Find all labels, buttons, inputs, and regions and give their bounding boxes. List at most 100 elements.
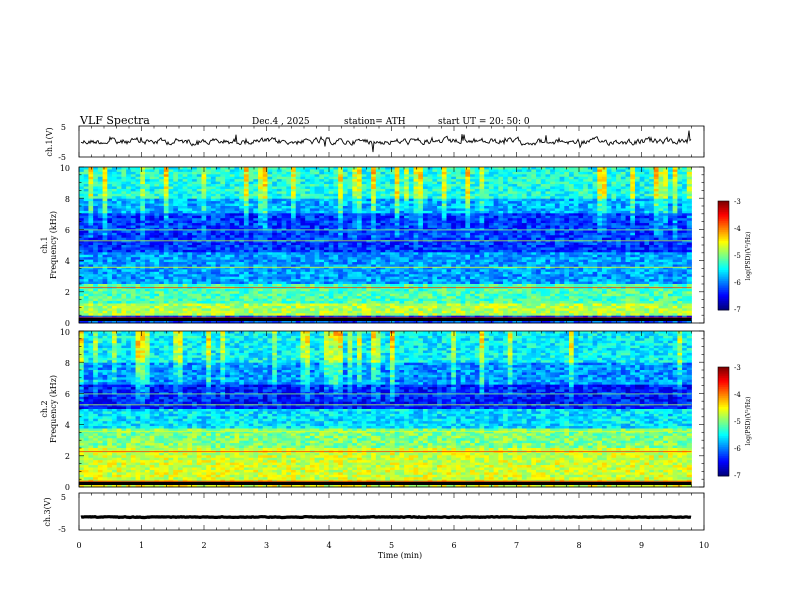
spectrogram-cell bbox=[625, 203, 631, 207]
spectrogram-cell bbox=[111, 254, 118, 258]
spectrogram-cell bbox=[606, 245, 612, 248]
spectrogram-cell bbox=[583, 188, 589, 192]
spectrogram-cell bbox=[422, 188, 429, 192]
spectrogram-cell bbox=[276, 188, 282, 192]
spectrogram-cell bbox=[503, 206, 509, 209]
spectrogram-cell bbox=[503, 198, 509, 202]
spectrogram-cell bbox=[342, 230, 348, 234]
spectrogram-cell bbox=[498, 237, 504, 241]
spectrogram-cell bbox=[394, 196, 400, 200]
spectrogram-cell bbox=[564, 188, 570, 192]
spectrogram-cell bbox=[220, 242, 226, 246]
spectrogram-cell bbox=[97, 201, 103, 204]
spectrogram-cell bbox=[305, 254, 311, 258]
spectrogram-cell bbox=[177, 230, 184, 234]
spectrogram-cell bbox=[521, 167, 527, 170]
spectrogram-cell bbox=[79, 184, 85, 187]
spectrogram-cell bbox=[667, 247, 674, 251]
spectrogram-cell bbox=[135, 235, 141, 239]
spectrogram-cell bbox=[663, 186, 669, 190]
spectrogram-cell bbox=[399, 191, 405, 195]
spectrogram-cell bbox=[587, 210, 593, 214]
spectrogram-cell bbox=[437, 227, 443, 231]
spectrogram-cell bbox=[587, 188, 593, 192]
spectrogram-cell bbox=[616, 186, 622, 190]
spectrogram-cell bbox=[526, 225, 532, 229]
spectrogram-cell bbox=[239, 179, 245, 183]
spectrogram-cell bbox=[422, 227, 429, 231]
spectrogram-cell bbox=[649, 235, 655, 239]
spectrogram-cell bbox=[658, 235, 664, 239]
spectrogram-cell bbox=[300, 223, 306, 226]
spectrogram-cell bbox=[206, 230, 212, 234]
spectrogram-cell bbox=[573, 206, 579, 209]
spectrogram-cell bbox=[488, 218, 495, 222]
spectrogram-cell bbox=[474, 237, 480, 241]
spectrogram-cell bbox=[663, 206, 669, 209]
spectrogram-cell bbox=[111, 198, 118, 202]
spectrogram-cell bbox=[93, 245, 99, 248]
spectrogram-cell bbox=[540, 181, 546, 185]
spectrogram-cell bbox=[564, 215, 570, 219]
spectrogram-cell bbox=[432, 203, 438, 207]
spectrogram-cell bbox=[389, 210, 396, 214]
spectrogram-cell bbox=[479, 218, 485, 222]
spectrogram-cell bbox=[583, 247, 589, 251]
spectrogram-cell bbox=[493, 169, 499, 173]
spectrogram-cell bbox=[550, 213, 556, 217]
spectrogram-cell bbox=[281, 184, 287, 187]
spectrogram-cell bbox=[220, 176, 226, 180]
spectrogram-cell bbox=[97, 230, 103, 234]
spectrogram-cell bbox=[366, 174, 372, 178]
spectrogram-cell bbox=[239, 196, 245, 200]
spectrogram-cell bbox=[441, 213, 447, 217]
spectrogram-cell bbox=[281, 237, 287, 241]
spectrogram-cell bbox=[79, 171, 85, 175]
spectrogram-cell bbox=[361, 169, 367, 173]
ch1-waveform-ticks bbox=[78, 126, 705, 157]
spectrogram-cell bbox=[564, 252, 570, 256]
spectrogram-cell bbox=[498, 196, 504, 200]
spectrogram-cell bbox=[422, 206, 429, 209]
spectrogram-cell bbox=[135, 198, 141, 202]
spectrogram-cell bbox=[309, 218, 315, 222]
spectrogram-cell bbox=[356, 198, 363, 202]
spectrogram-cell bbox=[554, 220, 560, 224]
spectrogram-cell bbox=[281, 198, 287, 202]
spectrogram-cell bbox=[267, 232, 273, 236]
spectrogram-cell bbox=[135, 257, 141, 261]
spectrogram-cell bbox=[324, 242, 330, 246]
spectrogram-cell bbox=[196, 210, 202, 214]
spectrogram-cell bbox=[479, 186, 485, 190]
spectrogram-cell bbox=[399, 188, 405, 192]
spectrogram-cell bbox=[239, 213, 245, 217]
spectrogram-cell bbox=[234, 176, 240, 180]
spectrogram-cell bbox=[625, 196, 631, 200]
spectrogram-cell bbox=[432, 176, 438, 180]
spectrogram-cell bbox=[267, 181, 273, 185]
spectrogram-cell bbox=[521, 196, 527, 200]
spectrogram-cell bbox=[305, 220, 311, 224]
spectrogram-cell bbox=[102, 218, 108, 222]
spectrogram-cell bbox=[597, 247, 603, 251]
spectrogram-cell bbox=[324, 232, 330, 236]
spectrogram-cell bbox=[267, 179, 273, 183]
spectrogram-cell bbox=[498, 235, 504, 239]
spectrogram-cell bbox=[187, 247, 193, 251]
spectrogram-cell bbox=[389, 254, 396, 258]
spectrogram-cell bbox=[295, 201, 301, 204]
spectrogram-cell bbox=[512, 188, 518, 192]
spectrogram-cell bbox=[484, 206, 490, 209]
spectrogram-cell bbox=[606, 210, 612, 214]
spectrogram-cell bbox=[531, 171, 537, 175]
spectrogram-cell bbox=[347, 242, 353, 246]
spectrogram-cell bbox=[653, 188, 659, 192]
spectrogram-cell bbox=[545, 242, 551, 246]
spectrogram-cell bbox=[583, 191, 589, 195]
spectrogram-cell bbox=[639, 245, 645, 248]
spectrogram-cell bbox=[107, 210, 113, 214]
spectrogram-cell bbox=[682, 179, 688, 183]
spectrogram-cell bbox=[102, 169, 108, 173]
spectrogram-cell bbox=[573, 225, 579, 229]
spectrogram-cell bbox=[159, 169, 165, 173]
